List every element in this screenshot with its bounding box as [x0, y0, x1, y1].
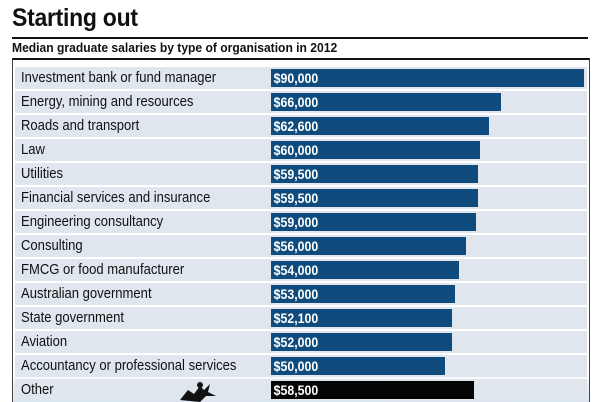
- chart-row: Aviation $52,000: [15, 331, 587, 353]
- bar: [271, 309, 452, 327]
- chart-row: Australian government $53,000: [15, 283, 587, 305]
- chart-row: Investment bank or fund manager $90,000: [15, 67, 587, 89]
- data-label: $90,000: [273, 70, 319, 86]
- bar: [271, 381, 474, 399]
- category-label: Australian government: [21, 286, 152, 302]
- data-label: $66,000: [273, 94, 319, 110]
- data-label: $50,000: [273, 358, 319, 374]
- category-label: Roads and transport: [21, 118, 140, 134]
- category-label: State government: [21, 310, 125, 326]
- data-label: $54,000: [273, 262, 319, 278]
- data-label: $53,000: [273, 286, 319, 302]
- data-label: $59,500: [273, 190, 319, 206]
- data-label: $58,500: [273, 382, 319, 398]
- bar: [271, 117, 489, 135]
- category-label: Financial services and insurance: [21, 190, 211, 206]
- bar: [271, 69, 584, 87]
- bar: [271, 237, 466, 255]
- chart-title: Starting out: [12, 4, 138, 32]
- chart-row: Utilities $59,500: [15, 163, 587, 185]
- category-label: Other: [21, 382, 54, 398]
- chart-row: Engineering consultancy $59,000: [15, 211, 587, 233]
- category-label: Energy, mining and resources: [21, 94, 194, 110]
- category-label: Law: [21, 142, 45, 158]
- bar: [271, 285, 455, 303]
- chart-row: Consulting $56,000: [15, 235, 587, 257]
- chart-row: Law $60,000: [15, 139, 587, 161]
- bar: [271, 261, 459, 279]
- bar: [271, 357, 445, 375]
- data-label: $52,000: [273, 334, 319, 350]
- bar: [271, 333, 452, 351]
- category-label: Aviation: [21, 334, 68, 350]
- bar-chart: Investment bank or fund manager $90,000 En…: [12, 58, 590, 402]
- category-label: FMCG or food manufacturer: [21, 262, 185, 278]
- category-label: Utilities: [21, 166, 64, 182]
- data-label: $62,600: [273, 118, 319, 134]
- title-rule: [12, 37, 588, 39]
- category-label: Engineering consultancy: [21, 214, 164, 230]
- bar: [271, 165, 478, 183]
- bar: [271, 189, 478, 207]
- chart-row: Other $58,500: [15, 379, 587, 401]
- bar: [271, 141, 480, 159]
- data-label: $56,000: [273, 238, 319, 254]
- category-label: Consulting: [21, 238, 83, 254]
- bar: [271, 213, 476, 231]
- data-label: $52,100: [273, 310, 319, 326]
- chart-row: Roads and transport $62,600: [15, 115, 587, 137]
- data-label: $60,000: [273, 142, 319, 158]
- bar: [271, 93, 501, 111]
- category-label: Investment bank or fund manager: [21, 70, 217, 86]
- chart-row: State government $52,100: [15, 307, 587, 329]
- chart-row: FMCG or food manufacturer $54,000: [15, 259, 587, 281]
- chart-row: Accountancy or professional services $50,…: [15, 355, 587, 377]
- data-label: $59,500: [273, 166, 319, 182]
- chart-row: Financial services and insurance $59,500: [15, 187, 587, 209]
- data-label: $59,000: [273, 214, 319, 230]
- jumping-figure-icon: [180, 382, 216, 402]
- category-label: Accountancy or professional services: [21, 358, 237, 374]
- chart-subtitle: Median graduate salaries by type of orga…: [12, 40, 338, 55]
- chart-row: Energy, mining and resources $66,000: [15, 91, 587, 113]
